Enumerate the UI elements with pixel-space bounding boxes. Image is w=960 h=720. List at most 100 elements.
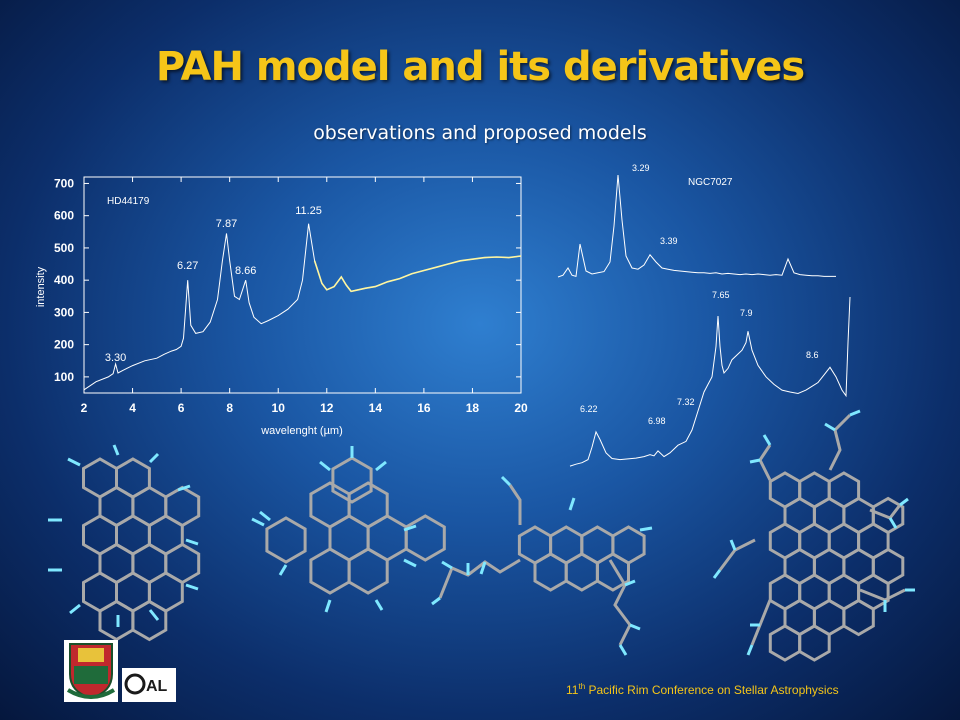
y-tick-label-3: 400 bbox=[54, 273, 74, 287]
y-tick-label-5: 600 bbox=[54, 209, 74, 223]
hydrogen-bond bbox=[278, 564, 288, 576]
ngc7027-peak-label-3-39: 3.39 bbox=[660, 236, 678, 246]
hydrogen-bond bbox=[374, 599, 384, 611]
svg-text:AL: AL bbox=[146, 678, 168, 695]
hydrogen-bond bbox=[749, 458, 761, 464]
carbon-ring bbox=[331, 456, 373, 504]
alkyl-chain bbox=[758, 444, 772, 481]
x-tick-label-4: 10 bbox=[272, 401, 286, 415]
hydrogen-bond bbox=[375, 460, 387, 472]
hydrogen-bond bbox=[324, 599, 332, 613]
hydrogen-bond bbox=[639, 526, 653, 532]
carbon-ring bbox=[309, 547, 351, 595]
carbon-ring bbox=[798, 624, 831, 662]
carbon-ring bbox=[842, 598, 875, 637]
hydrogen-bond bbox=[403, 558, 417, 568]
carbon-ring bbox=[347, 547, 389, 595]
carbon-ring bbox=[564, 552, 599, 592]
x-tick-label-1: 4 bbox=[129, 401, 136, 415]
hd44179-series-line-highlight bbox=[313, 255, 522, 293]
alkyl-chain bbox=[859, 588, 906, 602]
hydrogen-bond bbox=[177, 484, 191, 492]
hydrogen-bond bbox=[746, 644, 754, 656]
peak-label-0: 3.30 bbox=[105, 352, 126, 364]
y-tick-label-2: 300 bbox=[54, 305, 74, 319]
peak-label-4: 11.25 bbox=[295, 205, 322, 217]
hydrogen-bond bbox=[618, 644, 628, 656]
carbon-ring bbox=[533, 552, 568, 592]
hydrogen-bond bbox=[148, 609, 160, 621]
carbon-ring bbox=[595, 552, 630, 592]
midir-peak-label-7-32: 7.32 bbox=[677, 397, 695, 407]
ngc7027-series-line bbox=[557, 174, 836, 278]
hydrogen-bond bbox=[185, 583, 199, 591]
hydrogen-bond bbox=[479, 561, 487, 575]
hydrogen-bond bbox=[624, 579, 636, 587]
midir-series-line bbox=[569, 296, 851, 467]
midir-peak-label-6-98: 6.98 bbox=[648, 416, 666, 426]
midir-chart: 6.22 6.98 7.32 7.65 7.9 8.6 bbox=[569, 290, 851, 467]
hydrogen-bond bbox=[259, 510, 271, 522]
midir-peak-label-7-9: 7.9 bbox=[740, 308, 753, 318]
carbon-ring bbox=[265, 516, 307, 564]
hydrogen-bond bbox=[899, 497, 909, 507]
hydrogen-bond bbox=[185, 538, 199, 546]
carbon-ring bbox=[768, 624, 802, 662]
carbon-ring bbox=[404, 514, 446, 562]
hydrogen-bond bbox=[403, 524, 417, 532]
hydrogen-bond bbox=[568, 497, 576, 511]
peak-label-1: 6.27 bbox=[177, 260, 198, 272]
molecule-model-2 bbox=[251, 446, 446, 613]
x-tick-label-3: 8 bbox=[226, 401, 233, 415]
ngc7027-chart: NGC7027 3.29 3.39 bbox=[557, 163, 836, 278]
hydrogen-bond bbox=[319, 460, 331, 472]
molecule-model-4 bbox=[712, 409, 915, 662]
hydrogen-bond bbox=[824, 422, 836, 432]
hydrogen-bond bbox=[762, 434, 772, 446]
hd44179-legend-label: HD44179 bbox=[107, 196, 150, 207]
peak-label-3: 8.66 bbox=[235, 265, 256, 277]
y-tick-label-6: 700 bbox=[54, 176, 74, 190]
midir-peak-label-8-6: 8.6 bbox=[806, 350, 819, 360]
hydrogen-bond bbox=[712, 569, 722, 579]
hd44179-series-line bbox=[83, 223, 522, 391]
x-tick-label-2: 6 bbox=[178, 401, 185, 415]
alkyl-chain bbox=[750, 599, 772, 646]
hydrogen-bond bbox=[888, 517, 898, 529]
x-tick-label-7: 16 bbox=[417, 401, 431, 415]
slide-subtitle: observations and proposed models bbox=[313, 122, 647, 144]
hydrogen-bond bbox=[849, 409, 861, 417]
hydrogen-bond bbox=[148, 452, 160, 464]
ngc7027-legend-label: NGC7027 bbox=[688, 177, 733, 188]
midir-peak-label-6-22: 6.22 bbox=[580, 404, 598, 414]
hydrogen-bond bbox=[500, 475, 512, 487]
carbon-ring bbox=[98, 599, 135, 642]
alkyl-chain bbox=[608, 559, 632, 646]
x-tick-label-0: 2 bbox=[81, 401, 88, 415]
alkyl-chain bbox=[828, 413, 852, 471]
hydrogen-bond bbox=[431, 596, 441, 606]
y-tick-label-0: 100 bbox=[54, 370, 74, 384]
hd44179-xlabel: wavelenght (µm) bbox=[260, 425, 343, 437]
x-tick-label-8: 18 bbox=[466, 401, 480, 415]
y-tick-label-1: 200 bbox=[54, 338, 74, 352]
hydrogen-bond bbox=[251, 517, 265, 527]
hydrogen-bond bbox=[629, 623, 641, 631]
y-tick-label-4: 500 bbox=[54, 241, 74, 255]
conference-footer: 11th Pacific Rim Conference on Stellar A… bbox=[566, 682, 839, 697]
midir-peak-label-7-65: 7.65 bbox=[712, 290, 730, 300]
hd44179-chart: 2 4 6 8 10 12 14 16 18 20 100 200 300 400 500 600 700 3.3… bbox=[35, 176, 528, 437]
carbon-ring bbox=[131, 599, 168, 642]
hd44179-plot-frame bbox=[83, 176, 522, 394]
molecule-model-3 bbox=[431, 475, 653, 656]
alkyl-chain bbox=[438, 558, 521, 599]
x-tick-label-9: 20 bbox=[514, 401, 528, 415]
hydrogen-bond bbox=[729, 539, 737, 551]
sal-logo: AL bbox=[122, 668, 176, 702]
x-tick-label-5: 12 bbox=[320, 401, 334, 415]
hydrogen-bond bbox=[441, 560, 453, 570]
x-tick-label-6: 14 bbox=[369, 401, 383, 415]
hydrogen-bond bbox=[112, 444, 120, 456]
alkyl-chain bbox=[718, 538, 756, 571]
